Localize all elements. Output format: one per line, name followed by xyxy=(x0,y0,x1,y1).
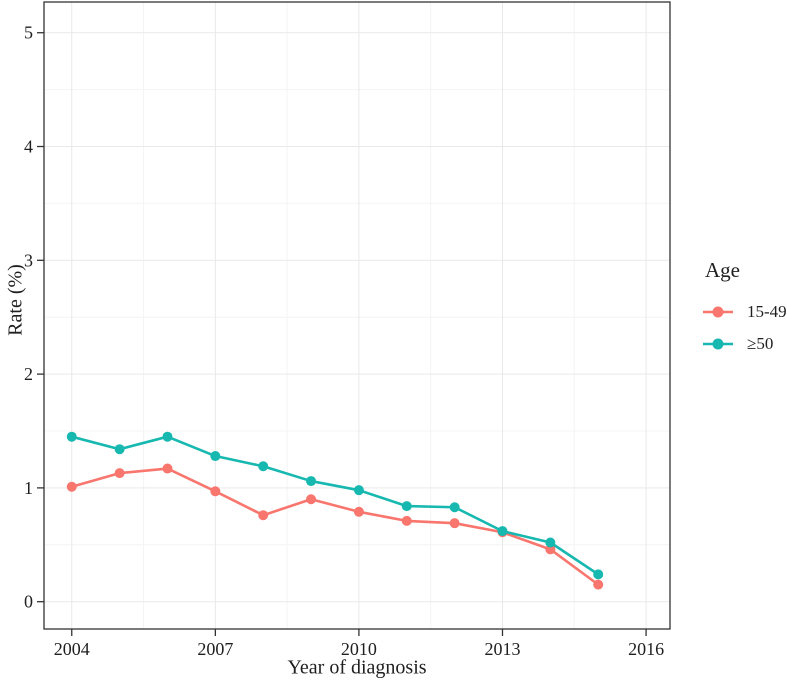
legend: Age 15-49 ≥50 xyxy=(703,258,787,365)
legend-label: 15-49 xyxy=(747,302,787,321)
series-line-15-49 xyxy=(70,467,600,586)
data-point-≥50-2007 xyxy=(210,451,221,462)
legend-item: ≥50 xyxy=(703,333,787,355)
y-tick-label: 4 xyxy=(24,137,33,157)
x-axis-title: Year of diagnosis xyxy=(287,656,427,679)
x-tick-label: 2010 xyxy=(341,639,377,659)
data-point-≥50-2006 xyxy=(162,431,173,442)
data-point-15-49-2006 xyxy=(162,463,173,474)
data-point-15-49-2009 xyxy=(306,494,317,505)
data-point-15-49-2010 xyxy=(353,506,364,517)
y-tick-label: 0 xyxy=(24,592,33,612)
data-point-≥50-2004 xyxy=(66,431,77,442)
data-point-15-49-2004 xyxy=(66,481,77,492)
data-point-≥50-2011 xyxy=(401,501,412,512)
data-point-≥50-2014 xyxy=(545,537,556,548)
data-point-≥50-2010 xyxy=(353,485,364,496)
x-tick-label: 2016 xyxy=(628,639,664,659)
data-point-≥50-2015 xyxy=(593,569,604,580)
x-tick-label: 2007 xyxy=(197,639,233,659)
y-tick-label: 5 xyxy=(24,23,33,43)
legend-key-line-dot-icon xyxy=(703,306,733,318)
data-point-15-49-2008 xyxy=(258,510,269,521)
x-tick-label: 2013 xyxy=(484,639,520,659)
panel-border xyxy=(43,1,671,630)
data-point-15-49-2005 xyxy=(114,468,125,479)
data-point-15-49-2011 xyxy=(401,515,412,526)
data-point-≥50-2008 xyxy=(258,461,269,472)
data-point-≥50-2005 xyxy=(114,444,125,455)
data-point-≥50-2009 xyxy=(306,476,317,487)
data-point-15-49-2007 xyxy=(210,486,221,497)
y-tick-label: 1 xyxy=(24,478,33,498)
legend-key-line-dot-icon xyxy=(703,338,733,350)
y-tick-label: 2 xyxy=(24,364,33,384)
data-point-≥50-2012 xyxy=(449,502,460,513)
legend-item: 15-49 xyxy=(703,301,787,323)
y-tick-label: 3 xyxy=(24,250,33,270)
y-axis-title: Rate (%) xyxy=(4,264,27,336)
x-tick-label: 2004 xyxy=(54,639,90,659)
data-point-≥50-2013 xyxy=(497,526,508,537)
legend-label: ≥50 xyxy=(747,334,774,353)
data-point-15-49-2012 xyxy=(449,518,460,529)
series-line-≥50 xyxy=(70,435,600,576)
legend-title: Age xyxy=(705,258,740,282)
data-point-15-49-2015 xyxy=(593,579,604,590)
